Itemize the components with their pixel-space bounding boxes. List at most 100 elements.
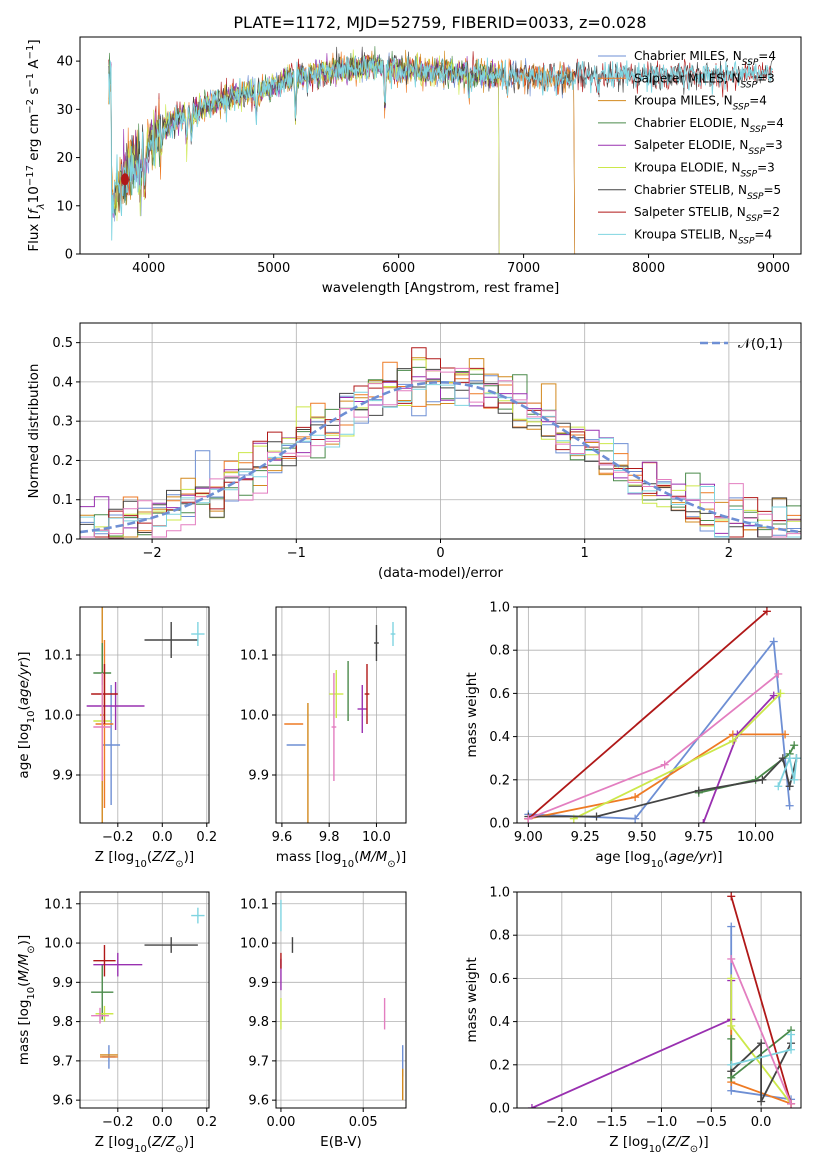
axes-frame: [516, 606, 802, 824]
x-tick-label: 10.0: [362, 830, 391, 845]
x-tick-label: −1: [287, 546, 306, 561]
plot-area-age_vs_Z: [86, 607, 205, 823]
x-tick-label: −0.2: [102, 830, 134, 845]
y-tick-label: 10.1: [240, 897, 269, 912]
errorbar-point: [374, 625, 379, 661]
y-tick-label: 9.7: [248, 1054, 269, 1069]
y-tick-label: 10.0: [44, 709, 73, 724]
errorbar-point: [91, 664, 118, 724]
weight-line: [528, 733, 786, 820]
x-tick-label: 0.2: [196, 830, 217, 845]
weight-series: [774, 754, 801, 791]
x-tick-label: −0.2: [102, 1115, 134, 1130]
legend-entry: Kroupa ELODIE, NSSP=3: [634, 161, 775, 180]
plot-area-residuals: [80, 347, 801, 539]
y-tick-label: 9.9: [52, 769, 73, 784]
x-tick-label: 9.25: [571, 830, 600, 845]
errorbar-point: [93, 945, 116, 977]
x-axis-label: Z [log10(Z/Z⊙)]: [609, 1134, 708, 1155]
weight-line: [730, 958, 792, 1105]
x-tick-label: 4000: [132, 261, 165, 276]
y-tick-label: 0.8: [489, 929, 510, 944]
errorbar-point: [191, 622, 205, 646]
x-tick-label: 7000: [507, 261, 540, 276]
weight-series: [524, 669, 783, 823]
errorbar-point: [357, 685, 367, 733]
axes-frame-massweight_vs_Z: −2.0 −1.5 −1.0 −0.5 0.0 0.0 0.2 0.4 0.6 0.8 1.0 Z […: [464, 886, 802, 1155]
legend-entry: Kroupa STELIB, NSSP=4: [634, 227, 772, 246]
x-tick-label: 0.2: [196, 1115, 217, 1130]
spectrum-line: [108, 51, 576, 254]
y-tick-label: 10.0: [240, 937, 269, 952]
legend-entry: Salpeter MILES, NSSP=3: [634, 71, 775, 90]
y-tick-label: 0.3: [52, 415, 73, 430]
legend-entry: Chabrier MILES, NSSP=4: [634, 49, 776, 68]
axes-frame: [79, 36, 802, 255]
y-tick-label: 10.1: [44, 649, 73, 664]
x-axis-label: Z [log10(Z/Z⊙)]: [95, 849, 194, 870]
y-tick-label: 0.2: [489, 1058, 510, 1073]
y-tick-label: 0: [65, 248, 73, 263]
x-axis-label: Z [log10(Z/Z⊙)]: [95, 1134, 194, 1155]
y-axis-label: Normed distribution: [26, 364, 42, 499]
x-tick-label: 9000: [757, 261, 790, 276]
x-tick-label: −2: [143, 546, 162, 561]
x-axis-label: E(B-V): [320, 1134, 362, 1150]
y-tick-label: 10.0: [44, 937, 73, 952]
spectrum-line: [108, 52, 576, 254]
y-tick-label: 40: [56, 55, 73, 70]
weight-line: [730, 1041, 792, 1102]
gaussian-curve: [80, 380, 801, 534]
y-tick-label: 0.0: [489, 1102, 510, 1117]
plot-area-spectrum: [108, 46, 774, 254]
x-tick-label: 9.6: [272, 830, 293, 845]
x-tick-label: 9.50: [627, 830, 656, 845]
weight-line: [528, 639, 791, 820]
y-tick-label: 0.8: [489, 644, 510, 659]
y-axis-label: age [log10(age/yr)]: [16, 651, 37, 778]
y-tick-label: 9.7: [52, 1054, 73, 1069]
spectrum-line: [108, 55, 774, 241]
x-tick-label: 9.00: [514, 830, 543, 845]
y-tick-label: 9.6: [248, 1094, 269, 1109]
axes-frame-spectrum: 4000 5000 6000 7000 8000 9000 0 10 20 30 40 wavelen…: [25, 36, 802, 296]
spectrum-line: [108, 49, 500, 254]
errorbar-point: [93, 673, 112, 781]
errorbar-point: [331, 673, 337, 781]
y-axis-label: mass [log10(M/M⊙)]: [16, 935, 37, 1065]
x-axis-label: age [log10(age/yr)]: [595, 849, 722, 870]
axes-age_vs_mass: 9.6 9.8 10.0 9.9 10.0 10.1 mass [log10(M/M⊙)]: [240, 606, 407, 870]
errorbar-point: [144, 937, 198, 953]
plot-area-massweight_vs_Z: [527, 892, 796, 1108]
weight-series: [569, 689, 785, 823]
x-tick-label: 6000: [382, 261, 415, 276]
weight-series: [524, 730, 790, 823]
spectrum-marker: [120, 173, 129, 186]
figure-title: PLATE=1172, MJD=52759, FIBERID=0033, z=0…: [233, 13, 646, 32]
weight-line: [527, 610, 768, 820]
y-axis-label: mass weight: [464, 672, 480, 757]
errorbar-point: [329, 670, 344, 718]
axes-frame-mass_vs_EBV: 0.00 0.05 9.6 9.7 9.8 9.9 10.0 10.1 E(B-V): [240, 891, 407, 1150]
x-tick-label: 0.05: [349, 1115, 378, 1130]
y-tick-label: 9.8: [52, 1015, 73, 1030]
x-tick-label: 5000: [257, 261, 290, 276]
y-tick-label: 1.0: [489, 601, 510, 616]
x-tick-label: 8000: [632, 261, 665, 276]
x-tick-label: 2: [725, 546, 733, 561]
legend-entry: 𝒩(0,1): [738, 336, 783, 352]
x-tick-label: −1.0: [646, 1115, 678, 1130]
x-tick-label: 1: [581, 546, 589, 561]
axes-spectrum: 4000 5000 6000 7000 8000 9000 0 10 20 30 40 wavelen…: [25, 36, 802, 296]
x-tick-label: 0.00: [266, 1115, 295, 1130]
x-tick-label: 0.0: [152, 1115, 173, 1130]
axes-mass_vs_EBV: 0.00 0.05 9.6 9.7 9.8 9.9 10.0 10.1 E(B-V): [240, 891, 407, 1150]
y-tick-label: 0.1: [52, 493, 73, 508]
plot-area-mass_vs_Z: [91, 907, 205, 1069]
errorbar-point: [390, 622, 396, 646]
axes-frame-massweight_vs_age: 9.00 9.25 9.50 9.75 10.00 0.0 0.2 0.4 0.6 0.8 1.0 a…: [464, 601, 802, 870]
weight-line: [573, 692, 782, 820]
errorbar-point: [144, 622, 198, 658]
axes-frame: [79, 891, 210, 1109]
x-tick-label: −1.5: [596, 1115, 628, 1130]
